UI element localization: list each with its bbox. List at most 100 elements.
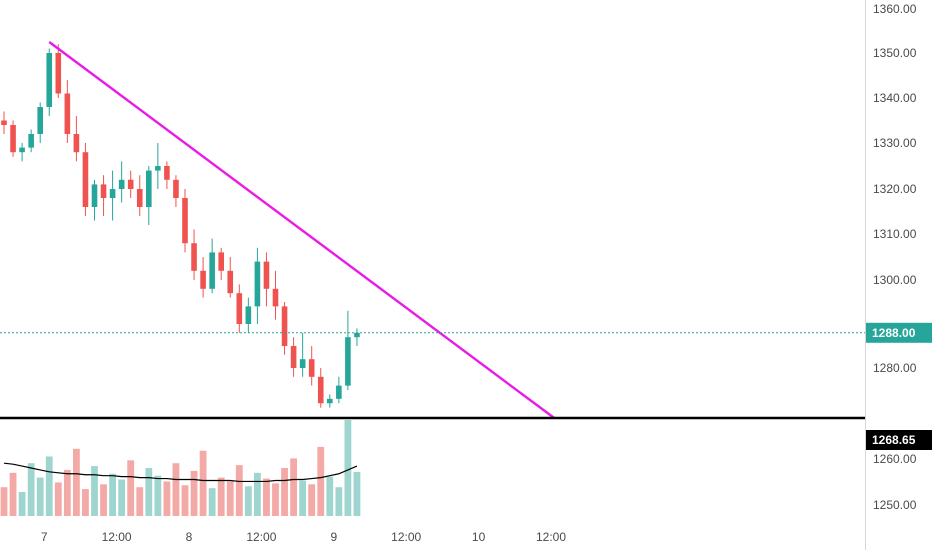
- candle[interactable]: [55, 44, 62, 98]
- candle[interactable]: [127, 170, 134, 198]
- time-tick-label: 12:00: [536, 530, 566, 544]
- volume-bar: [335, 487, 343, 516]
- candle[interactable]: [109, 170, 116, 221]
- volume-bar: [272, 483, 279, 516]
- candle[interactable]: [46, 48, 53, 116]
- volume-bar: [281, 468, 288, 516]
- candle[interactable]: [10, 120, 16, 157]
- volume-bar: [235, 465, 243, 516]
- volume-bar: [82, 489, 89, 516]
- candle[interactable]: [191, 229, 197, 281]
- volume-bar: [299, 480, 307, 516]
- price-tick-label: 1310.00: [873, 227, 917, 241]
- candle-body: [281, 306, 288, 346]
- volume-bar: [263, 478, 270, 516]
- candle[interactable]: [64, 80, 71, 143]
- time-tick-label: 12:00: [102, 530, 132, 544]
- volume-bar: [353, 471, 361, 516]
- time-tick-label: 7: [41, 530, 48, 544]
- candle[interactable]: [317, 368, 324, 408]
- candle-body: [345, 337, 351, 386]
- price-tick-label: 1260.00: [873, 452, 917, 466]
- candle[interactable]: [263, 252, 270, 307]
- candle-body: [136, 189, 143, 207]
- volume-bar: [18, 492, 26, 516]
- candle-body: [236, 293, 243, 324]
- candles-layer: [1, 44, 360, 408]
- candle[interactable]: [254, 247, 261, 324]
- volume-bar: [308, 484, 316, 516]
- candle[interactable]: [37, 102, 43, 144]
- candle[interactable]: [73, 116, 80, 162]
- time-tick-label: 12:00: [391, 530, 421, 544]
- candle-body: [173, 179, 179, 198]
- price-tick-label: 1280.00: [873, 361, 917, 375]
- candle[interactable]: [19, 143, 25, 162]
- candle[interactable]: [82, 143, 89, 216]
- candle[interactable]: [136, 175, 143, 216]
- candle[interactable]: [1, 111, 7, 135]
- candle[interactable]: [218, 247, 224, 280]
- candle[interactable]: [281, 302, 288, 355]
- last-price-badge[interactable]: 1288.00: [866, 322, 932, 343]
- candle-body: [109, 189, 116, 198]
- volume-bar: [45, 456, 53, 516]
- time-tick-label: 8: [186, 530, 193, 544]
- candle-body: [227, 270, 234, 294]
- candle-body: [317, 376, 324, 404]
- candle[interactable]: [209, 238, 215, 294]
- candle[interactable]: [118, 161, 125, 203]
- volume-bar: [91, 466, 98, 516]
- volume-bar: [226, 481, 234, 516]
- candle[interactable]: [227, 257, 234, 298]
- candle[interactable]: [245, 297, 252, 333]
- support-price-badge[interactable]: 1268.65: [866, 430, 932, 450]
- price-tick-label: 1300.00: [873, 273, 917, 287]
- price-tick-label: 1360.00: [873, 2, 917, 16]
- candle[interactable]: [91, 179, 98, 221]
- candle[interactable]: [236, 284, 243, 333]
- time-axis-ticks[interactable]: 7 12:00 8 12:00 9 12:00 10 12:00: [41, 530, 566, 544]
- candle[interactable]: [100, 175, 107, 216]
- candle-body: [82, 152, 89, 207]
- candle-body: [245, 306, 252, 324]
- candle[interactable]: [272, 270, 279, 320]
- candle[interactable]: [200, 257, 206, 298]
- candle[interactable]: [182, 189, 188, 253]
- candle[interactable]: [155, 143, 161, 189]
- last-price-badge-bg: [866, 322, 932, 343]
- candle[interactable]: [308, 346, 315, 386]
- candle[interactable]: [28, 129, 34, 153]
- candle-body: [118, 179, 125, 189]
- candle[interactable]: [354, 328, 360, 346]
- price-tick-label: 1340.00: [873, 91, 917, 105]
- price-tick-label: 1350.00: [873, 46, 917, 60]
- descending-trendline[interactable]: [48, 41, 555, 419]
- candle[interactable]: [146, 166, 152, 225]
- volume-bar: [54, 482, 62, 516]
- candle-body: [308, 359, 315, 377]
- candle-body: [200, 270, 206, 289]
- candle-body: [73, 134, 80, 153]
- candle[interactable]: [345, 310, 351, 391]
- candle[interactable]: [173, 175, 179, 207]
- candle[interactable]: [290, 337, 297, 377]
- volume-bar: [63, 469, 71, 516]
- time-tick-label: 12:00: [246, 530, 276, 544]
- candle[interactable]: [336, 376, 342, 404]
- candle-body: [37, 107, 43, 134]
- volume-bar: [100, 484, 107, 516]
- candle-body: [182, 198, 188, 244]
- volume-bar: [172, 463, 180, 516]
- price-axis-ticks[interactable]: 1360.00 1350.00 1340.00 1330.00 1320.00 1310.…: [873, 2, 917, 512]
- candle[interactable]: [164, 161, 170, 189]
- volume-bar: [208, 488, 216, 516]
- candle-body: [91, 184, 98, 207]
- candle[interactable]: [299, 332, 306, 377]
- volume-bar: [36, 477, 44, 516]
- candle[interactable]: [327, 394, 333, 408]
- volume-bar: [217, 477, 225, 516]
- volume-bar: [154, 475, 162, 516]
